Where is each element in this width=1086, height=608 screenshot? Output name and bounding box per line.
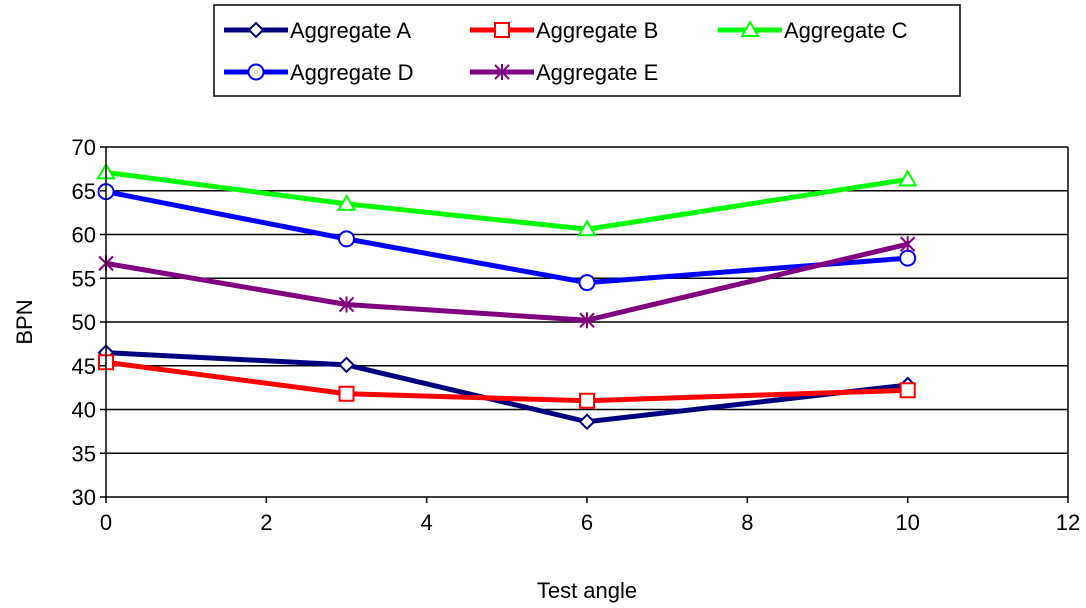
y-tick-label: 60 — [72, 223, 96, 248]
y-tick-label: 65 — [72, 179, 96, 204]
legend-swatch-marker — [740, 19, 760, 37]
legend-swatch-marker — [494, 22, 510, 38]
marker-shape — [338, 385, 355, 402]
marker-shape — [579, 392, 595, 409]
data-point — [338, 230, 355, 248]
marker-shape — [899, 236, 916, 253]
y-axis-title: BPN — [12, 299, 37, 344]
series-aggregate-c — [96, 162, 918, 237]
series-line — [105, 169, 909, 232]
legend: Aggregate A Aggregate B Aggregate C Aggrega… — [213, 4, 961, 97]
y-tick-label: 55 — [72, 266, 96, 291]
x-tick-label: 6 — [581, 510, 593, 535]
data-point — [897, 169, 918, 187]
marker-shape — [578, 274, 596, 292]
marker-shape — [338, 356, 355, 374]
marker-shape — [897, 169, 918, 187]
legend-label: Aggregate A — [290, 18, 411, 43]
data-point — [338, 356, 355, 374]
series-line — [105, 189, 908, 286]
legend-swatch-marker — [494, 64, 510, 80]
legend-label: Aggregate C — [784, 18, 908, 43]
legend-label: Aggregate E — [536, 60, 658, 85]
legend-item-aggregate-d: Aggregate D — [224, 60, 414, 85]
marker-shape — [247, 21, 265, 39]
data-point — [899, 236, 916, 253]
marker-shape — [494, 22, 510, 38]
legend-swatch-marker — [247, 63, 265, 81]
legend-item-aggregate-e: Aggregate E — [470, 60, 658, 85]
marker-shape — [579, 312, 595, 329]
data-point — [579, 312, 595, 329]
series-line — [105, 359, 908, 404]
legend-label: Aggregate B — [536, 18, 658, 43]
y-tick-label: 70 — [72, 135, 96, 160]
series-aggregate-d — [97, 183, 917, 292]
marker-shape — [577, 219, 597, 237]
x-tick-label: 2 — [260, 510, 272, 535]
data-point — [899, 249, 917, 267]
x-tick-label: 12 — [1056, 510, 1080, 535]
series-aggregate-a — [97, 344, 917, 431]
axes: 30 35 40 45 50 55 60 65 70 0 2 4 6 8 10 12 — [72, 135, 1081, 535]
series-line — [105, 350, 908, 425]
data-point — [578, 274, 596, 292]
y-tick-label: 50 — [72, 310, 96, 335]
x-tick-label: 8 — [741, 510, 753, 535]
y-tick-label: 40 — [72, 398, 96, 423]
x-tick-label: 10 — [895, 510, 919, 535]
y-tick-label: 45 — [72, 354, 96, 379]
legend-swatch-marker — [247, 21, 265, 39]
legend-item-aggregate-a: Aggregate A — [224, 18, 411, 43]
plot-area — [96, 146, 1069, 497]
x-tick-label: 4 — [421, 510, 433, 535]
marker-shape — [338, 230, 355, 248]
marker-shape — [578, 413, 596, 431]
marker-shape — [740, 19, 760, 37]
data-point — [899, 382, 916, 399]
legend-item-aggregate-b: Aggregate B — [470, 18, 658, 43]
legend-box — [213, 4, 961, 97]
data-point — [338, 385, 355, 402]
marker-shape — [338, 296, 355, 313]
x-axis-title: Test angle — [537, 578, 637, 603]
series-aggregate-e — [98, 236, 916, 329]
data-point — [577, 219, 597, 237]
series-line — [105, 241, 909, 323]
data-point — [338, 296, 355, 313]
data-point — [578, 413, 596, 431]
legend-label: Aggregate D — [290, 60, 414, 85]
data-point — [579, 392, 595, 409]
marker-shape — [899, 382, 916, 399]
data-point — [336, 193, 357, 211]
y-tick-label: 35 — [72, 441, 96, 466]
x-tick-label: 0 — [100, 510, 112, 535]
legend-item-aggregate-c: Aggregate C — [718, 18, 908, 43]
marker-shape — [336, 193, 357, 211]
marker-shape — [899, 249, 917, 267]
y-tick-label: 30 — [72, 485, 96, 510]
marker-shape — [494, 64, 510, 80]
marker-shape — [247, 63, 265, 81]
